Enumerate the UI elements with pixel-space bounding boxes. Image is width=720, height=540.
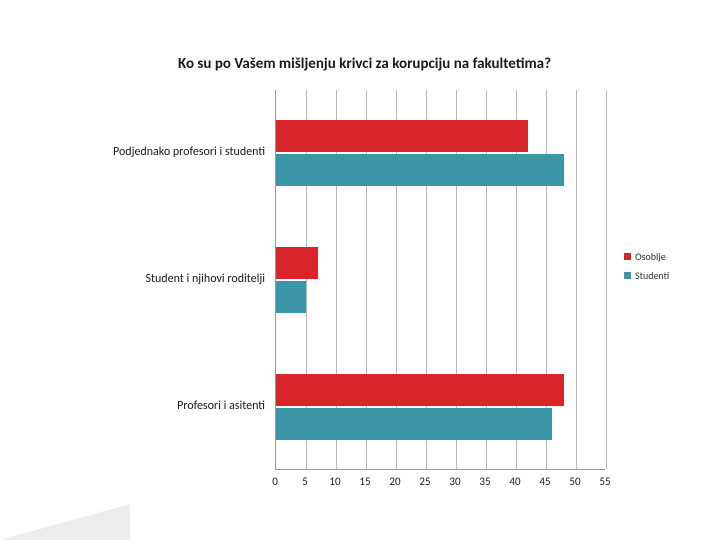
y-category-label: Profesori i asitenti <box>177 399 265 413</box>
legend-item-osoblje: Osoblje <box>624 250 669 263</box>
legend: Osoblje Studenti <box>624 250 669 288</box>
x-tick-label: 15 <box>359 475 370 488</box>
plot-area <box>275 90 605 470</box>
gridline <box>576 90 577 469</box>
legend-swatch-osoblje <box>624 253 631 260</box>
bar <box>276 408 552 440</box>
x-tick-label: 25 <box>419 475 430 488</box>
legend-swatch-studenti <box>624 272 631 279</box>
x-tick-label: 10 <box>329 475 340 488</box>
decorative-triangle <box>0 504 130 540</box>
bar <box>276 247 318 279</box>
legend-item-studenti: Studenti <box>624 269 669 282</box>
legend-label: Studenti <box>635 269 669 282</box>
y-category-label: Student i njihovi roditelji <box>145 272 265 286</box>
bar <box>276 374 564 406</box>
bar <box>276 120 528 152</box>
x-tick-label: 50 <box>569 475 580 488</box>
legend-label: Osoblje <box>635 250 666 263</box>
x-tick-label: 55 <box>599 475 610 488</box>
x-tick-label: 30 <box>449 475 460 488</box>
bar <box>276 281 306 313</box>
x-tick-label: 40 <box>509 475 520 488</box>
y-category-label: Podjednako profesori i studenti <box>113 145 265 159</box>
x-tick-label: 20 <box>389 475 400 488</box>
x-tick-label: 35 <box>479 475 490 488</box>
gridline <box>606 90 607 469</box>
bar <box>276 154 564 186</box>
x-tick-label: 0 <box>272 475 278 488</box>
chart-title: Ko su po Vašem mišljenju krivci za korup… <box>178 55 551 73</box>
x-tick-label: 5 <box>302 475 308 488</box>
x-tick-label: 45 <box>539 475 550 488</box>
